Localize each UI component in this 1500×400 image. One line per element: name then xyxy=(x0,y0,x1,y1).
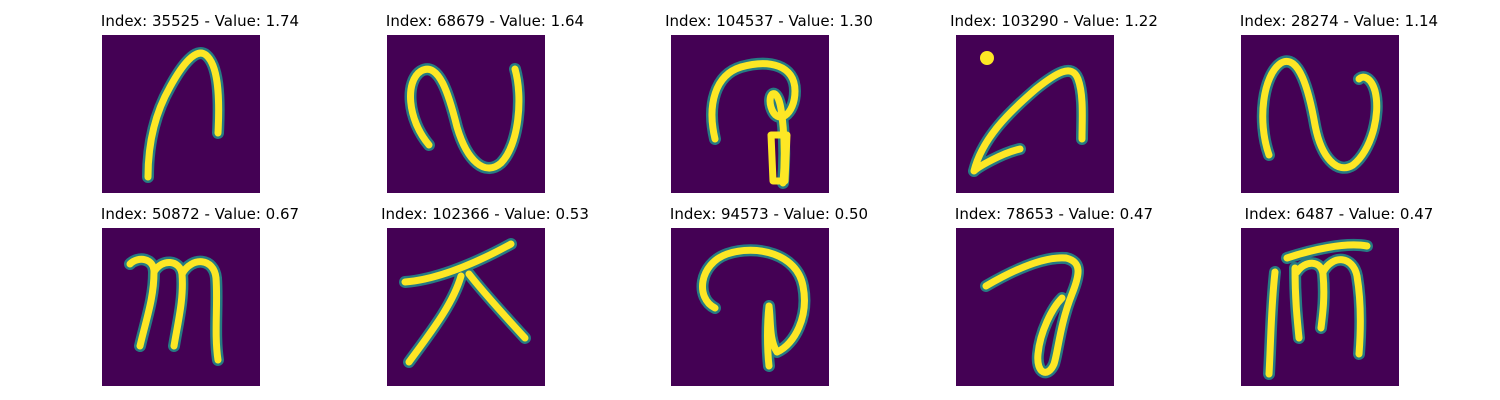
panel-title: Index: 103290 - Value: 1.22 xyxy=(894,12,1214,30)
panel-title: Index: 94573 - Value: 0.50 xyxy=(609,205,929,223)
glyph-image xyxy=(102,228,260,386)
glyph-image xyxy=(956,228,1114,386)
panel-title: Index: 104537 - Value: 1.30 xyxy=(609,12,929,30)
panel-title: Index: 6487 - Value: 0.47 xyxy=(1179,205,1499,223)
glyph-image xyxy=(387,35,545,193)
panel-title: Index: 78653 - Value: 0.47 xyxy=(894,205,1214,223)
glyph-image xyxy=(102,35,260,193)
image-background xyxy=(102,35,260,193)
glyph-image xyxy=(1241,35,1399,193)
panel-title: Index: 28274 - Value: 1.14 xyxy=(1179,12,1499,30)
panel-title: Index: 102366 - Value: 0.53 xyxy=(325,205,645,223)
panel-title: Index: 68679 - Value: 1.64 xyxy=(325,12,645,30)
glyph-image xyxy=(671,228,829,386)
glyph-image xyxy=(671,35,829,193)
image-background xyxy=(671,35,829,193)
glyph-image xyxy=(387,228,545,386)
panel-title: Index: 50872 - Value: 0.67 xyxy=(40,205,360,223)
glyph-dot xyxy=(980,51,994,65)
glyph-image xyxy=(956,35,1114,193)
glyph-image xyxy=(1241,228,1399,386)
panel-title: Index: 35525 - Value: 1.74 xyxy=(40,12,360,30)
